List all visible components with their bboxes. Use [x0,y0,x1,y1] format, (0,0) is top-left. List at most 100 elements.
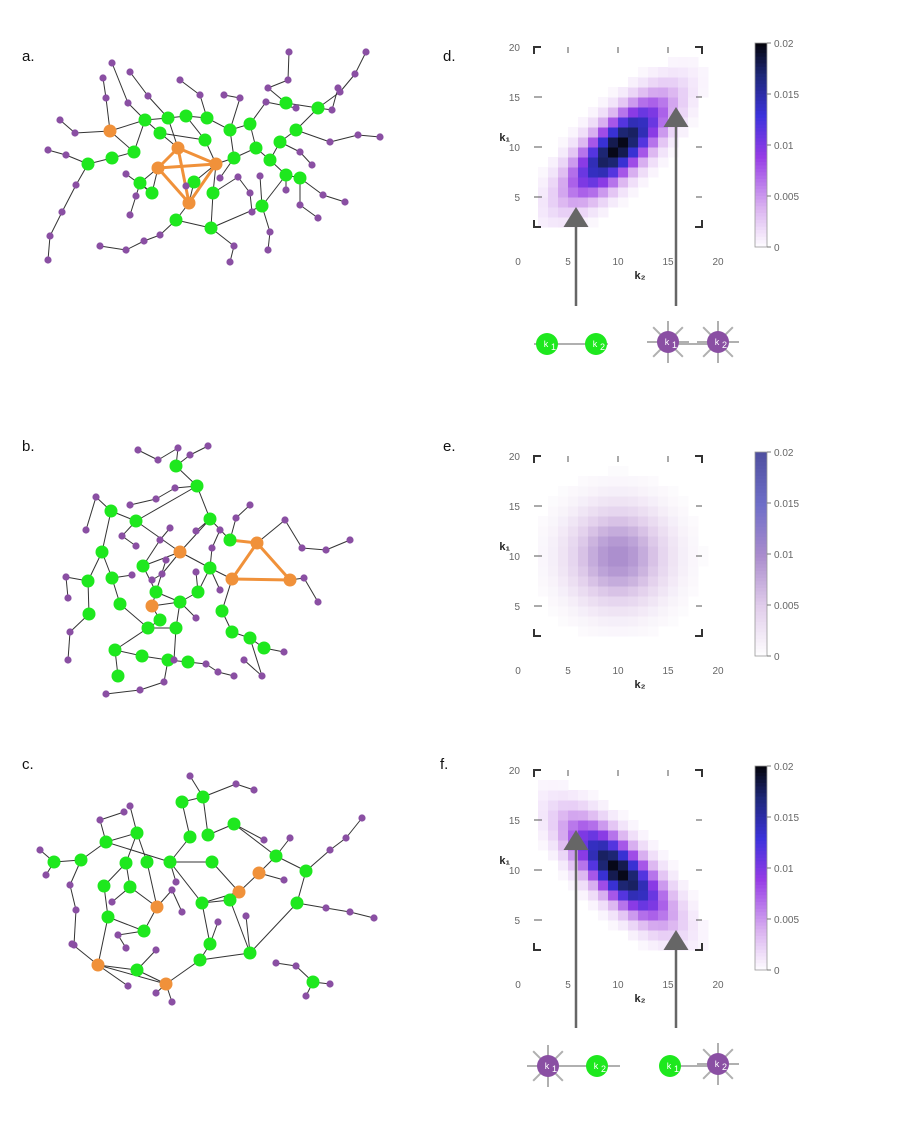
heatmap-cell [618,147,629,158]
heatmap-cell [678,910,689,921]
heatmap-cell [618,830,629,841]
heatmap-cell [608,157,619,168]
colorbar-tick-label: 0.015 [774,813,799,824]
heatmap-d: 0 5 10 15 20 5 10 15 20 k₂ k₁ 0 0.005 0.01 0.015 0.02 [499,39,799,306]
heatmap-cell [648,880,659,891]
colorbar-segment [755,465,767,470]
corner-bracket [533,943,541,951]
green-node [105,571,119,585]
network-edge [105,689,141,695]
network-edge [169,861,203,904]
purple-node [351,70,359,78]
green-node [153,613,167,627]
orange-node [225,572,239,586]
heatmap-cell [588,830,599,841]
motif-purple-node [537,1055,559,1077]
heatmap-cell [538,840,549,851]
network-edge [211,861,240,893]
heatmap-cell [638,117,649,128]
colorbar-segment [755,475,767,480]
purple-node [358,814,366,822]
green-node [223,893,237,907]
heatmap-cell [548,800,559,811]
green-node [201,828,215,842]
colorbar-segment [755,452,767,456]
purple-node [242,912,250,920]
heatmap-cell [598,516,609,527]
heatmap-cell [678,596,689,607]
colorbar-segment [755,145,767,149]
heatmap-cell [628,840,639,851]
colorbar-segment [755,929,767,934]
purple-node [214,918,222,926]
heatmap-cell [538,187,549,198]
motif-node-subscript: 2 [600,342,605,352]
green-node [149,585,163,599]
heatmap-cell [638,546,649,557]
purple-node [308,161,316,169]
heatmap-cell [648,870,659,881]
heatmap-cell [578,850,589,861]
network-edge [243,659,263,677]
colorbar-segment [755,87,767,92]
heatmap-cell [608,466,619,477]
heatmap-cell [588,486,599,497]
heatmap-cell [678,57,689,68]
purple-node [68,940,76,948]
heatmap-cell [578,157,589,168]
colorbar-segment [755,503,767,507]
network-edge [99,811,125,821]
heatmap-cell [608,476,619,487]
orange-node [151,161,165,175]
heatmap-cell [618,197,629,208]
purple-node [96,816,104,824]
colorbar-segment [755,564,767,569]
purple-node [246,189,254,197]
colorbar-segment [755,642,767,647]
purple-node [166,524,174,532]
purple-node [216,174,224,182]
purple-node [250,786,258,794]
heatmap-cell [608,197,619,208]
network-edge [139,681,165,691]
x-axis-label: k₂ [634,679,645,691]
green-node [225,625,239,639]
heatmap-cell [588,177,599,188]
green-node [173,595,187,609]
heatmap-cell [688,576,699,587]
network-edge [157,447,179,461]
green-node [161,111,175,125]
heatmap-cell [658,87,669,98]
heatmap-cell [638,167,649,178]
colorbar-segment [755,605,767,609]
heatmap-cell [588,496,599,507]
colorbar-segment [755,509,767,514]
colorbar-segment [755,236,767,241]
purple-node [248,208,256,216]
heatmap-cell [578,830,589,841]
heatmap-cell [628,117,639,128]
purple-node [202,660,210,668]
heatmap-cell [588,850,599,861]
purple-node [208,544,216,552]
heatmap-cell [598,127,609,138]
x-tick-label: 15 [662,666,674,677]
colorbar-segment [755,128,767,132]
heatmap-cell [678,900,689,911]
motif-green-node [585,333,607,355]
x-axis-label: k₂ [634,270,645,282]
colorbar-segment [755,80,767,85]
colorbar-segment [755,908,767,913]
colorbar-segment [755,499,767,504]
heatmap-cell [568,616,579,627]
heatmap-cell [608,187,619,198]
colorbar-segment [755,165,767,170]
heatmap-cell [648,556,659,567]
heatmap-cell [698,930,709,941]
heatmap-cell [628,870,639,881]
purple-node [264,246,272,254]
heatmap-cell [678,107,689,118]
green-node [175,795,189,809]
green-node [257,641,271,655]
green-node [145,186,159,200]
